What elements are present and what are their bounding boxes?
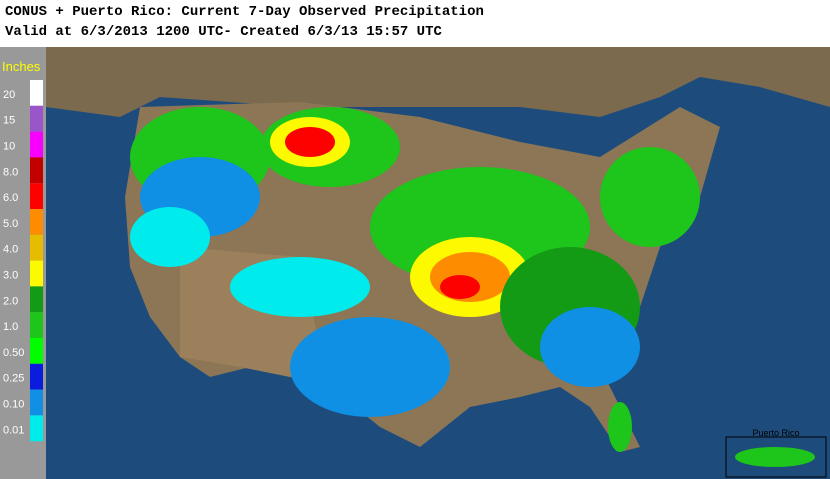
canada: [46, 47, 830, 117]
legend-swatch: [30, 183, 43, 209]
legend-label: 8.0: [3, 166, 18, 178]
legend-swatch: [30, 286, 43, 313]
inset-island: [735, 447, 815, 467]
legend-label: 0.10: [3, 399, 24, 411]
legend-swatch: [30, 389, 43, 416]
legend-swatch: [30, 209, 43, 235]
legend-swatch: [30, 80, 43, 106]
legend-label: 3.0: [3, 270, 18, 282]
legend-swatch: [30, 234, 43, 261]
legend-label: 5.0: [3, 218, 18, 230]
legend: 20 15 10 8.0 6.0 5.0 4.0 3.0 2.0 1.0 0.50 0.25 0.10 0…: [3, 80, 43, 442]
inset-label: Puerto Rico: [752, 428, 799, 438]
precip-areas: [130, 107, 700, 452]
legend-title: Inches: [2, 59, 41, 74]
legend-label: 10: [3, 141, 15, 153]
map: Puerto Rico Inches 20 15 10 8.0 6.0 5.0 4.0 3.0…: [0, 47, 830, 479]
legend-swatch: [30, 338, 43, 364]
legend-label: 6.0: [3, 192, 18, 204]
legend-swatch: [30, 260, 43, 287]
legend-swatch: [30, 312, 43, 338]
legend-swatch: [30, 157, 43, 184]
legend-swatch: [30, 131, 43, 158]
map-title: CONUS + Puerto Rico: Current 7-Day Obser…: [5, 4, 484, 20]
legend-label: 0.25: [3, 373, 24, 385]
legend-swatch: [30, 363, 43, 390]
legend-label: 4.0: [3, 244, 18, 256]
legend-label: 1.0: [3, 321, 18, 333]
legend-label: 0.01: [3, 424, 24, 436]
legend-label: 2.0: [3, 295, 18, 307]
legend-swatch: [30, 105, 43, 132]
legend-swatch: [30, 415, 43, 442]
legend-label: 20: [3, 89, 15, 101]
map-subtitle: Valid at 6/3/2013 1200 UTC- Created 6/3/…: [5, 24, 442, 40]
legend-label: 0.50: [3, 347, 24, 359]
legend-label: 15: [3, 115, 15, 127]
